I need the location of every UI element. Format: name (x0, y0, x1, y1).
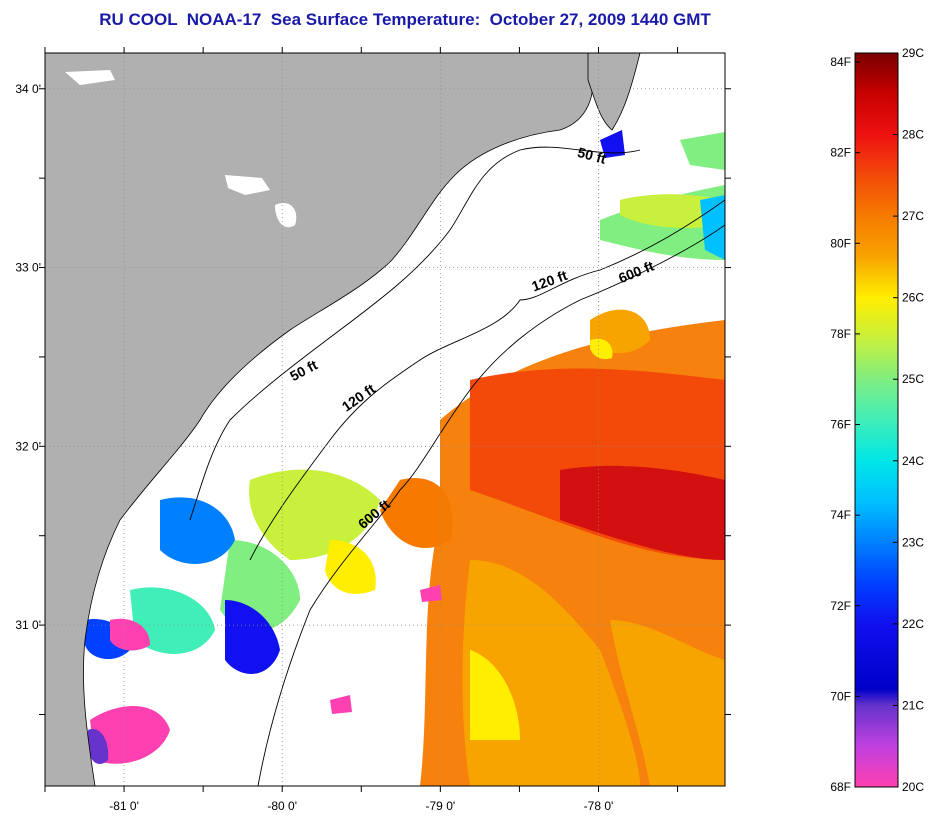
colorbar-c-label: 21C (902, 698, 924, 712)
colorbar-f-label: 74F (830, 508, 851, 522)
colorbar-c-label: 26C (902, 291, 924, 305)
depth-contour-label: 50 ft (576, 144, 608, 167)
lat-tick-label: 32 0' (15, 439, 41, 453)
map-frame (44, 52, 726, 787)
colorbar-c-label: 20C (902, 780, 924, 794)
map-title: RU COOL NOAA-17 Sea Surface Temperature:… (99, 10, 711, 29)
colorbar-labels: 29C 28C 27C 26C 25C 24C 23C 22C 21C 20C 84F 82F 80F 7… (830, 46, 924, 794)
colorbar-c-label: 25C (902, 372, 924, 386)
colorbar-c-label: 27C (902, 209, 924, 223)
colorbar-f-label: 70F (830, 689, 851, 703)
colorbar-f-label: 80F (830, 236, 851, 250)
lat-tick-label: 33 0' (15, 261, 41, 275)
colorbar-f-label: 76F (830, 418, 851, 432)
colorbar-c-label: 23C (902, 535, 924, 549)
sst-data-layer (85, 130, 725, 786)
colorbar-f-label: 78F (830, 327, 851, 341)
lon-tick-label: -79 0' (426, 799, 456, 813)
contour-600ft (257, 224, 725, 786)
lake-2 (275, 202, 297, 228)
lat-tick-label: 31 0' (15, 618, 41, 632)
colorbar-f-label: 68F (830, 780, 851, 794)
colorbar-c-label: 28C (902, 128, 924, 142)
contour-50ft (189, 146, 641, 521)
land-north-peninsula (587, 53, 641, 131)
lon-tick-label: -81 0' (109, 799, 139, 813)
contour-120ft (249, 199, 725, 561)
lat-tick-label: 34 0' (15, 82, 41, 96)
colorbar-f-label: 82F (830, 146, 851, 160)
land-mass (45, 53, 594, 786)
graticule (45, 53, 725, 786)
colorbar-c-label: 24C (902, 454, 924, 468)
colorbar-f-label: 72F (830, 599, 851, 613)
bathymetry-contours (189, 146, 725, 786)
lake-3 (65, 70, 115, 85)
lon-tick-label: -78 0' (584, 799, 614, 813)
colorbar-c-label: 29C (902, 46, 924, 60)
lake-1 (225, 175, 270, 195)
colorbar-c-label: 22C (902, 617, 924, 631)
lon-tick-label: -80 0' (267, 799, 297, 813)
colorbar (854, 52, 899, 788)
colorbar-f-label: 84F (830, 55, 851, 69)
axis-ticks: -81 0' -80 0' -79 0' -78 0' 34 0' 33 0' 32 0' 3… (15, 47, 731, 813)
